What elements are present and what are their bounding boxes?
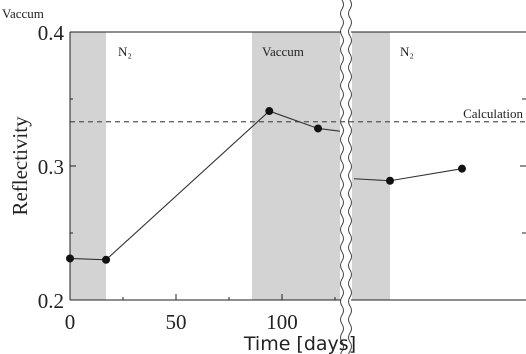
axis-break-right-wave [348,0,352,354]
region-label-vaccum-2: Vaccum [262,44,304,59]
x-tick-label-2: 100 [266,310,298,334]
y-axis-title: Reflectivity [8,116,32,216]
data-point-3 [314,124,323,133]
region-label-n2-1: N₂ [118,44,132,59]
region-label-vaccum-1: Vaccum [2,6,44,21]
region-vaccum-shade-2 [252,32,390,300]
data-point-4 [386,176,394,185]
data-point-0 [66,254,74,263]
y-tick-label-2: 0.4 [38,21,65,45]
data-point-1 [102,255,111,264]
data-point-5 [458,164,466,173]
region-label-n2-2: N₂ [400,44,414,59]
x-tick-label-1: 50 [166,310,187,334]
x-tick-label-0: 0 [65,310,76,334]
calculation-label: Calculation [463,106,523,121]
y-tick-label-1: 0.3 [38,155,64,179]
y-tick-label-0: 0.2 [38,289,64,313]
x-axis-title: Time [days] [243,333,356,354]
series-layer [66,107,466,264]
data-point-2 [265,107,274,116]
